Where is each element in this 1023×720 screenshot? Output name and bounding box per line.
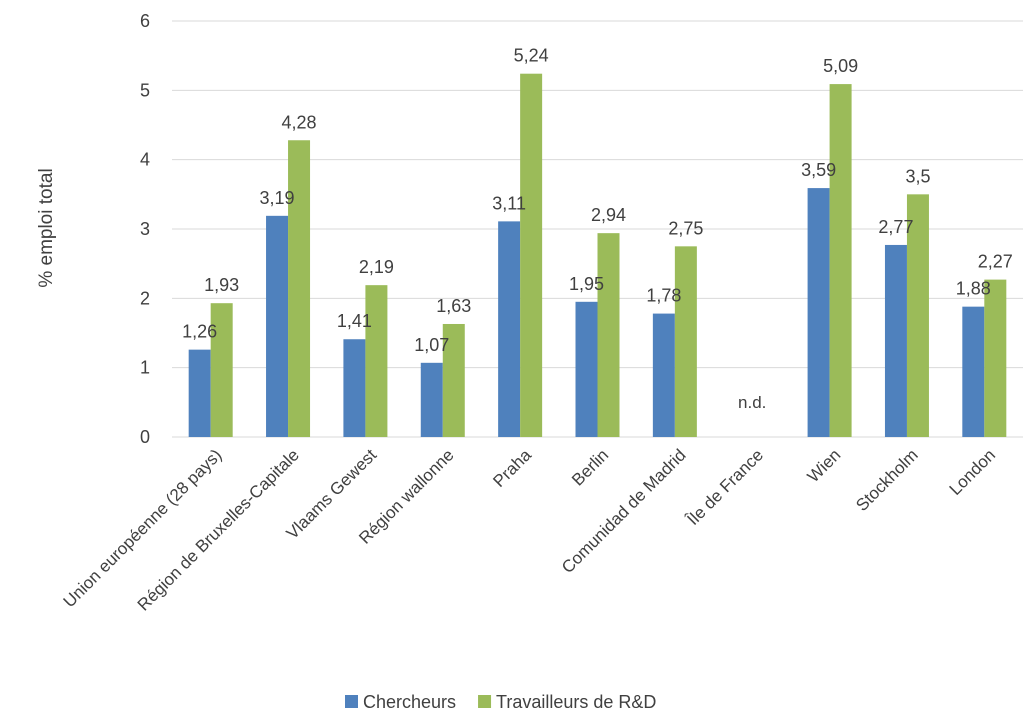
data-label: 1,41 (337, 311, 372, 331)
bar-travailleurs-rd (674, 246, 697, 437)
data-label: 2,19 (359, 257, 394, 277)
data-label: 1,26 (182, 322, 217, 342)
legend: Chercheurs Travailleurs de R&D (345, 692, 656, 712)
bar-travailleurs-rd (210, 303, 233, 437)
x-category-label: Union européenne (28 pays) (60, 445, 226, 611)
data-label: 3,11 (492, 193, 526, 213)
y-tick-label: 1 (140, 358, 150, 378)
data-label: 4,28 (282, 112, 317, 132)
y-tick-label: 5 (140, 80, 150, 100)
bar-chercheurs (962, 306, 985, 437)
x-category-label: Berlin (568, 445, 612, 489)
data-label: 1,07 (414, 335, 449, 355)
data-label: 1,93 (204, 275, 239, 295)
bar-travailleurs-rd (906, 194, 929, 437)
bar-chercheurs (498, 221, 521, 437)
bar-travailleurs-rd (442, 323, 465, 437)
data-label: 3,59 (801, 160, 836, 180)
data-labels: 1,26 1,93 3,19 4,28 1,41 2,19 1,07 1,63 3,11 5,24… (182, 46, 1013, 412)
data-label: 5,24 (514, 46, 549, 66)
x-category-label: Région de Bruxelles-Capitale (134, 445, 303, 614)
bar-chercheurs (343, 339, 366, 437)
bar-chercheurs (884, 244, 907, 437)
y-axis-ticks: 0 1 2 3 4 5 6 (140, 11, 150, 447)
x-category-label: Praha (489, 445, 535, 491)
x-category-label: Île de France (683, 445, 767, 529)
x-axis-labels: Union européenne (28 pays)Région de Brux… (60, 445, 999, 615)
missing-data-note: n.d. (738, 393, 766, 412)
bar-chercheurs (652, 313, 675, 437)
y-axis-title: % emploi total (36, 168, 57, 287)
bar-chercheurs (188, 349, 211, 437)
bars (188, 73, 1007, 438)
bar-travailleurs-rd (365, 285, 388, 437)
bar-travailleurs-rd (829, 84, 852, 438)
y-tick-label: 2 (140, 288, 150, 308)
x-category-label: Stockholm (852, 445, 922, 515)
data-label: 1,88 (956, 279, 991, 299)
data-label: 3,5 (905, 166, 930, 186)
y-tick-label: 0 (140, 427, 150, 447)
legend-swatch (478, 695, 492, 708)
bar-travailleurs-rd (984, 279, 1007, 437)
x-category-label: Wien (804, 445, 845, 486)
data-label: 1,63 (436, 296, 471, 316)
data-label: 2,27 (978, 252, 1013, 272)
y-tick-label: 6 (140, 11, 150, 31)
bar-chercheurs (807, 188, 830, 437)
data-label: 2,75 (668, 218, 703, 238)
data-label: 1,78 (646, 286, 681, 306)
bar-chercheurs (575, 301, 598, 437)
legend-label: Chercheurs (363, 692, 456, 712)
x-category-label: London (946, 445, 1000, 499)
data-label: 2,94 (591, 205, 626, 225)
data-label: 3,19 (260, 188, 295, 208)
bar-travailleurs-rd (597, 233, 620, 437)
bar-chercheurs (420, 362, 443, 437)
y-tick-label: 3 (140, 219, 150, 239)
data-label: 1,95 (569, 274, 604, 294)
legend-swatch (345, 695, 358, 708)
data-label: 2,77 (878, 217, 913, 237)
bar-travailleurs-rd (520, 73, 543, 438)
legend-label: Travailleurs de R&D (496, 692, 656, 712)
bar-chercheurs (266, 215, 289, 437)
data-label: 5,09 (823, 56, 858, 76)
y-tick-label: 4 (140, 150, 150, 170)
bar-travailleurs-rd (288, 140, 311, 437)
x-category-label: Comunidad de Madrid (558, 445, 690, 577)
